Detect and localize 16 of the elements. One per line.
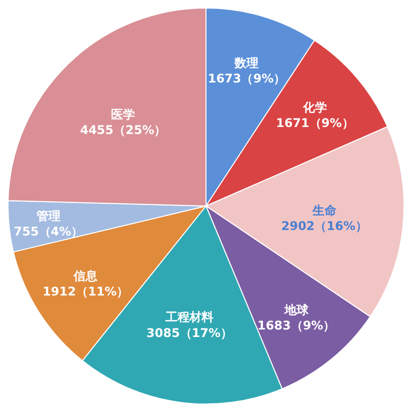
data-label: 1912（11%） — [42, 284, 129, 299]
slice-label: 生命 — [311, 203, 338, 218]
data-label: 3085（17%） — [146, 326, 233, 340]
slice-label: 化学 — [302, 100, 327, 115]
slice-label: 医学 — [111, 107, 136, 122]
slice-label: 管理 — [35, 208, 60, 223]
slice-label: 工程材料 — [164, 310, 214, 324]
slice-label: 数理 — [234, 56, 259, 70]
data-label: 1683（9%） — [257, 318, 336, 332]
data-label: 4455（25%） — [80, 123, 166, 138]
data-label: 1671（9%） — [276, 116, 354, 130]
data-label: 1673（9%） — [208, 72, 286, 86]
data-label: 2902（16%） — [281, 218, 368, 233]
data-label: 755（4%） — [14, 224, 84, 239]
slice-label: 地球 — [283, 302, 310, 317]
slice-label: 信息 — [72, 268, 99, 283]
